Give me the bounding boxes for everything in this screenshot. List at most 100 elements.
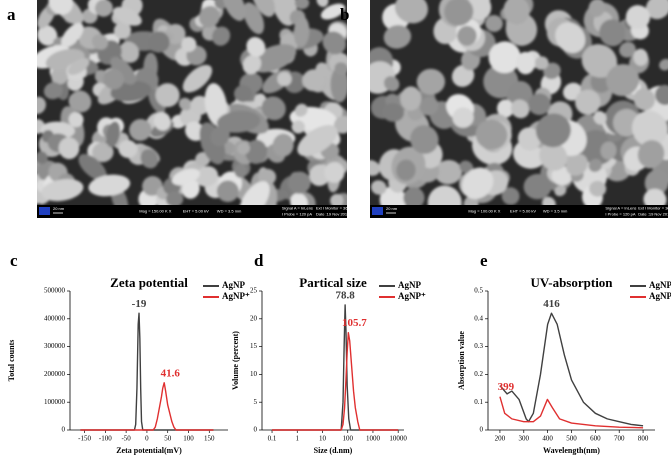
x-tick-label: 50 <box>164 435 172 443</box>
y-axis-label: Total counts <box>7 340 16 382</box>
particle <box>539 142 568 171</box>
info-text: I Probe = 120 pA <box>605 212 635 217</box>
scale-label: 20 nm <box>386 206 398 211</box>
particle <box>140 148 159 169</box>
particle <box>297 125 338 157</box>
peak-label: -19 <box>132 298 147 310</box>
particle <box>68 111 84 128</box>
particle <box>106 121 121 148</box>
particle <box>565 153 588 176</box>
x-tick-label: 200 <box>495 435 506 443</box>
x-tick-label: 300 <box>519 435 530 443</box>
series-line <box>499 396 644 429</box>
sem-image <box>37 0 347 205</box>
particle <box>554 185 567 197</box>
panel-label: a <box>7 5 16 24</box>
info-text: Signal A = InLens <box>605 206 636 211</box>
particle <box>600 141 617 160</box>
particle <box>272 133 294 157</box>
y-tick-label: 5 <box>254 398 258 406</box>
y-tick-label: 0.5 <box>474 287 483 295</box>
particle <box>37 151 48 164</box>
peak-label: 78.8 <box>335 289 355 301</box>
x-tick-label: 500 <box>566 435 577 443</box>
series-line <box>80 312 214 431</box>
x-tick-label: -100 <box>99 435 112 443</box>
particle <box>510 99 530 119</box>
particle <box>330 66 347 103</box>
particle <box>237 142 251 155</box>
particle <box>516 51 536 75</box>
particle <box>599 19 626 47</box>
particle <box>58 137 80 160</box>
legend-label: AgNP <box>222 280 245 290</box>
particle <box>293 16 310 48</box>
particle <box>43 82 63 100</box>
particle <box>457 25 477 46</box>
particle <box>103 68 124 90</box>
x-tick-label: 1 <box>296 435 300 443</box>
particle <box>625 5 651 30</box>
x-tick-label: 700 <box>614 435 625 443</box>
particle <box>330 193 344 205</box>
particles <box>37 0 347 205</box>
y-tick-label: 0.4 <box>474 314 483 322</box>
particle <box>463 195 479 205</box>
series-line <box>272 304 399 431</box>
particle <box>403 187 425 205</box>
particle <box>119 41 140 63</box>
particle <box>92 142 114 163</box>
x-tick-label: 600 <box>590 435 601 443</box>
particle <box>543 62 561 80</box>
series-line <box>80 382 214 431</box>
particle <box>91 34 109 50</box>
series-line <box>499 312 644 427</box>
particle <box>70 90 92 113</box>
particle <box>41 178 84 202</box>
particle <box>153 112 171 131</box>
particle <box>633 48 649 66</box>
particle <box>316 0 329 7</box>
particle <box>459 160 474 174</box>
particle <box>400 86 422 111</box>
legend-label: AgNP⁺ <box>222 291 250 301</box>
peak-label: 416 <box>543 298 560 310</box>
logo <box>372 207 383 215</box>
particle <box>291 120 305 134</box>
y-tick-label: 20 <box>250 314 258 322</box>
particle <box>643 188 667 205</box>
y-tick-label: 0 <box>480 426 484 434</box>
particle <box>148 88 166 114</box>
series-line <box>272 332 399 431</box>
particle <box>644 169 668 196</box>
chart-title: UV-absorption <box>530 275 613 290</box>
y-tick-label: 0.2 <box>474 370 483 378</box>
particle <box>214 0 229 10</box>
info-text: EHT = 5.00 kV <box>183 209 209 214</box>
particle <box>575 89 601 115</box>
particle <box>288 171 311 194</box>
info-bar <box>37 205 347 218</box>
particle <box>416 68 446 95</box>
particle <box>51 67 69 85</box>
particle <box>210 125 230 147</box>
particle <box>245 139 268 164</box>
particle <box>246 37 266 57</box>
particle <box>234 163 248 179</box>
legend-label: AgNP <box>398 280 421 290</box>
y-tick-label: 25 <box>250 287 258 295</box>
particle <box>535 113 571 148</box>
particle <box>78 154 107 181</box>
particle <box>198 5 221 28</box>
particle <box>370 160 381 176</box>
particle <box>501 187 520 205</box>
particle <box>434 160 463 185</box>
particle <box>461 167 494 200</box>
particle <box>633 88 656 111</box>
particle <box>294 0 310 10</box>
particle <box>383 25 412 49</box>
info-text: Date :19 Nov 2019 <box>316 212 350 217</box>
particle <box>171 168 200 186</box>
particle <box>88 174 131 197</box>
particle <box>182 64 213 93</box>
